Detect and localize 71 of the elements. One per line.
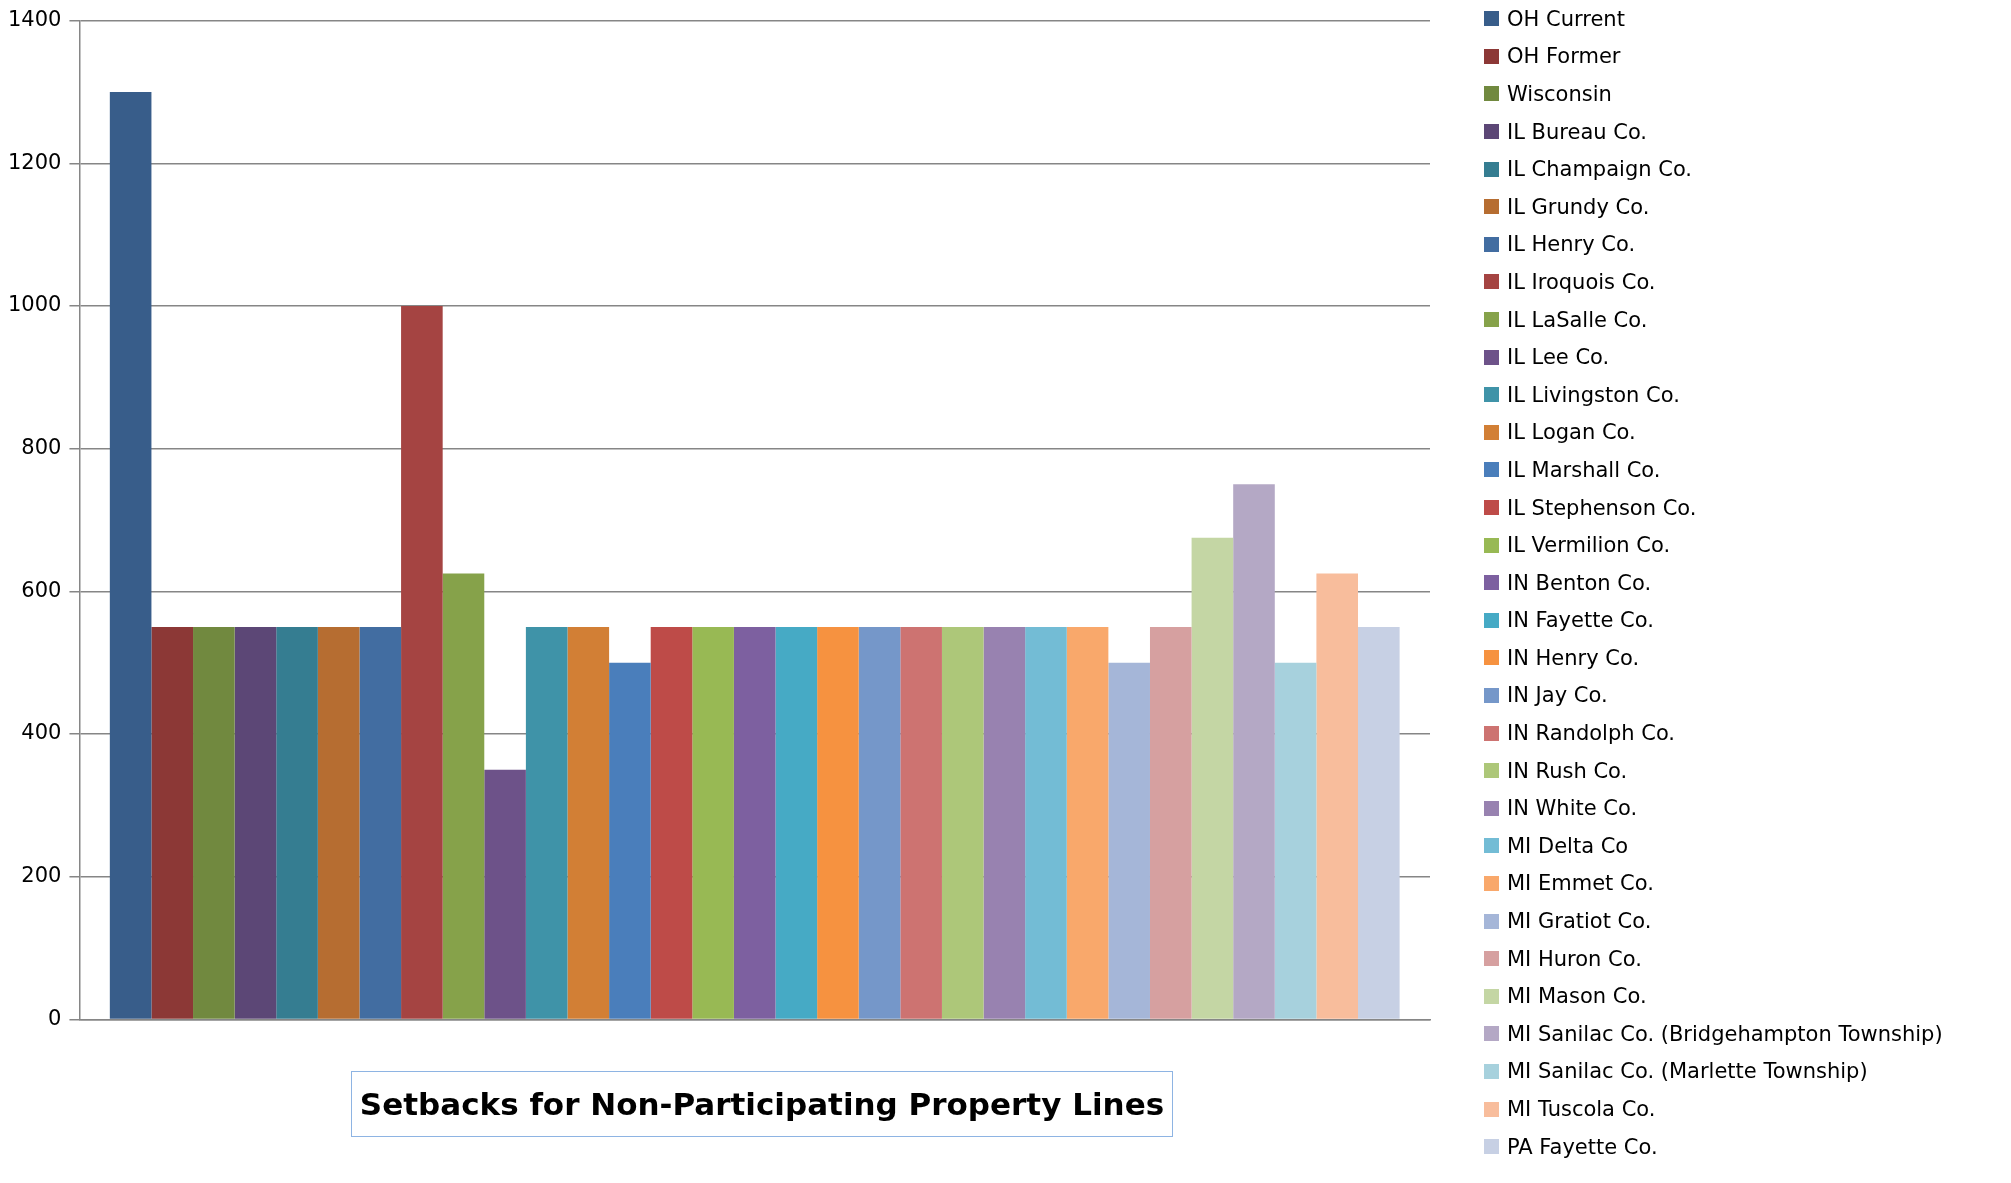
legend-label: IL Champaign Co. <box>1507 157 1693 182</box>
legend-label: IL Marshall Co. <box>1507 457 1661 482</box>
legend-label: IL Grundy Co. <box>1507 194 1650 219</box>
legend-label: IL Vermilion Co. <box>1507 533 1671 558</box>
legend-label: IN Randolph Co. <box>1507 721 1676 746</box>
bar <box>567 627 610 1019</box>
legend-label: IL Stephenson Co. <box>1507 495 1697 520</box>
y-tick-label: 200 <box>21 863 62 888</box>
bar <box>484 769 526 1019</box>
legend-label: IL Iroquois Co. <box>1507 269 1656 294</box>
bar <box>609 662 651 1019</box>
y-tick-label: 1400 <box>7 7 62 32</box>
legend-label: IL Bureau Co. <box>1507 119 1648 144</box>
y-tick-label: 1000 <box>7 292 62 317</box>
legend-label: IL LaSalle Co. <box>1507 307 1648 332</box>
legend-label: MI Mason Co. <box>1507 984 1647 1009</box>
bar <box>276 627 318 1019</box>
legend-label: IN Fayette Co. <box>1507 608 1654 633</box>
legend-label: IL Logan Co. <box>1507 420 1636 445</box>
y-tick-label: 1200 <box>7 149 62 174</box>
bar <box>1274 662 1317 1019</box>
bar <box>1316 573 1359 1019</box>
bar <box>1191 537 1234 1019</box>
legend-label: IL Livingston Co. <box>1507 382 1680 407</box>
y-tick-label: 400 <box>21 720 62 745</box>
legend-label: MI Tuscola Co. <box>1507 1097 1656 1122</box>
bar <box>109 91 152 1019</box>
legend-label: IL Henry Co. <box>1507 232 1636 257</box>
bar <box>442 573 485 1019</box>
bar <box>234 627 277 1019</box>
bar <box>692 627 734 1019</box>
y-tick-label: 800 <box>21 435 62 460</box>
legend-label: OH Current <box>1507 6 1625 31</box>
legend-label: OH Former <box>1507 44 1621 69</box>
legend-label: IN Benton Co. <box>1507 570 1652 595</box>
bar <box>317 627 360 1019</box>
bar <box>900 627 942 1019</box>
bar <box>858 627 901 1019</box>
bar <box>650 627 693 1019</box>
bar <box>1149 627 1192 1019</box>
legend-label: IN White Co. <box>1507 796 1638 821</box>
bar <box>151 627 194 1019</box>
bar <box>401 305 443 1019</box>
legend-label: IN Jay Co. <box>1507 683 1608 708</box>
bar <box>359 627 402 1019</box>
bar <box>1108 662 1150 1019</box>
bar <box>983 627 1026 1019</box>
bar <box>1358 627 1400 1019</box>
legend-label: MI Sanilac Co. (Bridgehampton Township) <box>1507 1021 1943 1046</box>
y-tick-label: 600 <box>21 577 62 602</box>
bar <box>733 627 776 1019</box>
bar <box>775 627 818 1019</box>
bar <box>193 627 235 1019</box>
legend-label: MI Gratiot Co. <box>1507 909 1652 934</box>
bar <box>941 627 984 1019</box>
legend-label: IN Rush Co. <box>1507 758 1628 783</box>
y-tick-label: 0 <box>48 1005 62 1030</box>
legend-label: MI Delta Co <box>1507 833 1629 858</box>
legend-label: IN Henry Co. <box>1507 645 1640 670</box>
legend-label: Wisconsin <box>1507 81 1612 106</box>
bar <box>1025 627 1067 1019</box>
bar <box>525 627 568 1019</box>
bar <box>817 627 859 1019</box>
legend-label: MI Sanilac Co. (Marlette Township) <box>1507 1059 1868 1084</box>
legend-label: IL Lee Co. <box>1507 345 1610 370</box>
legend-label: PA Fayette Co. <box>1507 1134 1658 1159</box>
bar <box>1066 627 1109 1019</box>
text: Setbacks for Non-Participating Property Lines <box>351 1071 1173 1137</box>
legend-label: MI Emmet Co. <box>1507 871 1654 896</box>
legend-label: MI Huron Co. <box>1507 946 1642 971</box>
bar <box>1233 484 1275 1019</box>
